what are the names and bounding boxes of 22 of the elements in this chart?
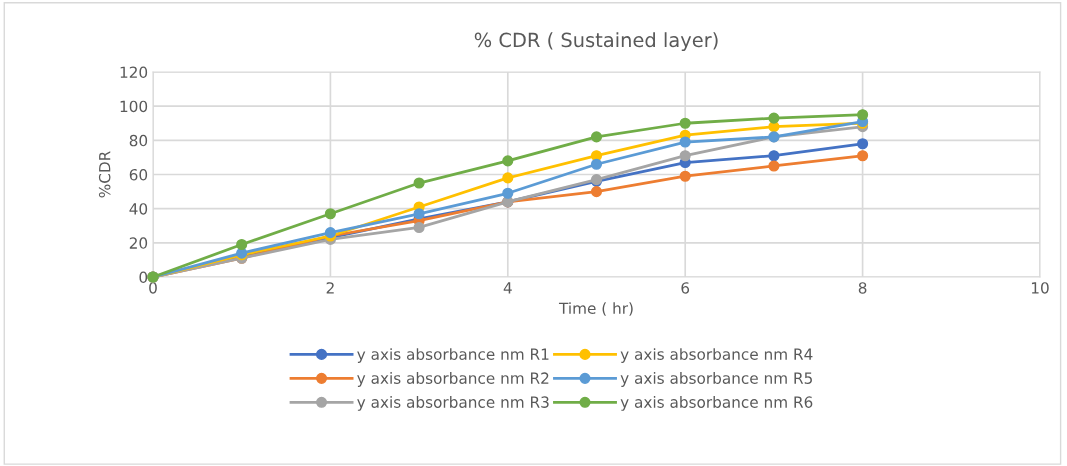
- x-tick-label: 0: [149, 282, 157, 294]
- legend-label: y axis absorbance nm R1: [357, 348, 549, 363]
- legend-label: y axis absorbance nm R5: [620, 372, 812, 387]
- x-axis-title: Time ( hr): [558, 302, 633, 316]
- x-tick-label: 2: [326, 282, 334, 294]
- x-tick-label: 8: [858, 282, 867, 294]
- y-tick-label: 80: [129, 134, 148, 147]
- x-tick-label: 4: [503, 282, 512, 294]
- y-tick-label: 0: [139, 271, 148, 284]
- y-tick-label: 100: [120, 100, 148, 113]
- legend-label: y axis absorbance nm R2: [357, 372, 549, 387]
- y-tick-label: 20: [129, 237, 148, 249]
- y-tick-label: 40: [129, 203, 148, 215]
- chart-title: % CDR ( Sustained layer): [474, 32, 718, 52]
- legend-label: y axis absorbance nm R4: [620, 348, 813, 363]
- y-tick-label: 60: [129, 168, 148, 181]
- y-axis-title: %CDR: [98, 151, 111, 198]
- legend-label: y axis absorbance nm R6: [620, 396, 813, 411]
- x-tick-label: 10: [1031, 282, 1049, 294]
- legend-label: y axis absorbance nm R3: [357, 396, 549, 411]
- x-tick-label: 6: [681, 282, 690, 294]
- y-tick-label: 120: [120, 66, 148, 79]
